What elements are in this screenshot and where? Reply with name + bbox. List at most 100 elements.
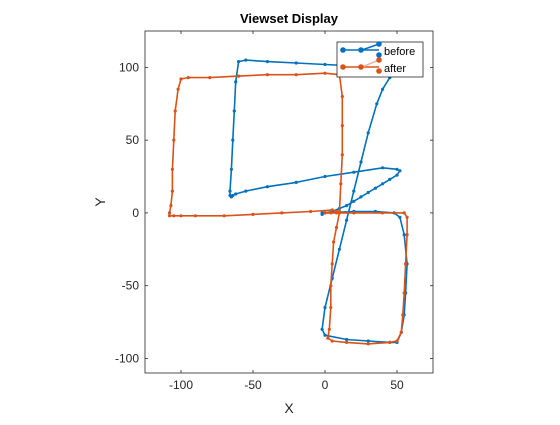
data-point-before <box>366 190 370 195</box>
legend-swatch-before-link <box>361 43 380 51</box>
data-point-before <box>345 204 349 208</box>
data-point-after <box>173 109 177 113</box>
data-point-after <box>334 211 339 215</box>
y-tick-label: 0 <box>132 206 139 220</box>
data-point-after <box>340 153 344 157</box>
data-point-after <box>167 214 172 218</box>
data-point-before <box>265 60 269 64</box>
legend[interactable]: before after <box>336 41 424 78</box>
data-point-after <box>172 214 176 218</box>
legend-marker-before <box>376 41 382 47</box>
data-point-after <box>352 211 356 215</box>
data-point-after <box>405 215 409 219</box>
data-point-before <box>373 186 377 190</box>
data-point-after <box>330 208 334 212</box>
legend-marker-after <box>358 64 364 70</box>
data-point-after <box>251 212 255 216</box>
data-point-after <box>402 211 406 215</box>
data-point-before <box>294 61 298 65</box>
data-point-before <box>323 305 327 310</box>
data-point-after <box>179 214 183 218</box>
legend-marker-before <box>340 47 346 53</box>
x-tick-label: -100 <box>169 378 193 392</box>
legend-marker-before <box>376 52 382 58</box>
data-point-after <box>330 262 334 266</box>
y-axis-label: Y <box>92 197 108 207</box>
data-point-after <box>337 209 341 214</box>
legend-marker-after <box>340 64 346 70</box>
data-point-before <box>359 195 363 199</box>
data-point-after <box>294 73 298 77</box>
data-point-after <box>332 240 336 244</box>
data-point-after <box>186 76 190 80</box>
plot-area <box>144 30 434 374</box>
data-point-after <box>345 340 349 344</box>
data-point-before <box>352 170 356 174</box>
data-point-before <box>323 62 327 67</box>
data-point-after <box>329 211 333 215</box>
data-point-before <box>229 167 233 171</box>
data-point-after <box>399 330 403 334</box>
data-point-before <box>352 199 356 203</box>
data-point-after <box>280 211 284 215</box>
data-point-after <box>176 87 180 91</box>
data-point-before <box>375 102 379 106</box>
legend-entry-before: before <box>340 41 415 58</box>
data-point-after <box>170 167 174 171</box>
data-point-before <box>345 218 349 222</box>
y-tick-label: 100 <box>119 60 139 74</box>
data-point-before <box>231 138 235 142</box>
legend-swatch-after-link <box>361 59 380 68</box>
data-point-after <box>179 77 183 81</box>
data-point-before <box>359 160 363 164</box>
data-point-after <box>395 339 399 343</box>
legend-marker-after <box>376 57 382 63</box>
data-point-after <box>265 73 269 77</box>
data-point-after <box>401 313 405 317</box>
data-point-before <box>381 87 385 91</box>
data-point-before <box>395 167 399 171</box>
data-point-after <box>208 76 212 80</box>
data-point-before <box>388 177 392 181</box>
data-point-after <box>340 124 344 128</box>
chart-title: Viewset Display <box>240 11 339 26</box>
data-point-before <box>323 333 327 337</box>
data-point-before <box>345 337 349 342</box>
legend-label-before: before <box>384 46 415 58</box>
data-point-before <box>398 169 402 173</box>
data-point-after <box>327 327 331 331</box>
data-point-after <box>366 342 370 346</box>
data-point-before <box>352 189 356 193</box>
data-point-after <box>334 225 339 230</box>
x-axis-label: X <box>284 400 294 416</box>
data-point-after <box>323 71 327 75</box>
y-tick-label: -50 <box>122 279 140 293</box>
data-point-after <box>340 94 344 99</box>
data-point-before <box>265 185 269 189</box>
data-point-after <box>170 189 174 193</box>
data-point-after <box>222 214 226 218</box>
data-point-after <box>193 214 197 218</box>
data-point-after <box>169 204 173 208</box>
data-point-after <box>329 284 333 288</box>
data-point-after <box>326 336 330 340</box>
data-point-before <box>294 180 298 184</box>
data-point-before <box>323 174 327 179</box>
data-point-before <box>402 233 406 237</box>
x-tick-label: 50 <box>390 378 404 392</box>
data-point-after <box>381 211 385 215</box>
data-point-after <box>172 138 176 142</box>
data-point-after <box>237 74 241 78</box>
legend-marker-before <box>358 47 364 53</box>
data-point-before <box>244 58 248 62</box>
data-point-before <box>381 182 385 186</box>
data-point-after <box>167 211 172 215</box>
data-point-before <box>366 339 370 343</box>
data-point-before <box>366 131 370 135</box>
legend-marker-after <box>376 68 382 74</box>
tick-layer: -100 -50 0 50 -100 -50 0 50 100 <box>115 31 433 392</box>
data-point-after <box>309 209 313 214</box>
legend-label-after: after <box>384 63 406 75</box>
